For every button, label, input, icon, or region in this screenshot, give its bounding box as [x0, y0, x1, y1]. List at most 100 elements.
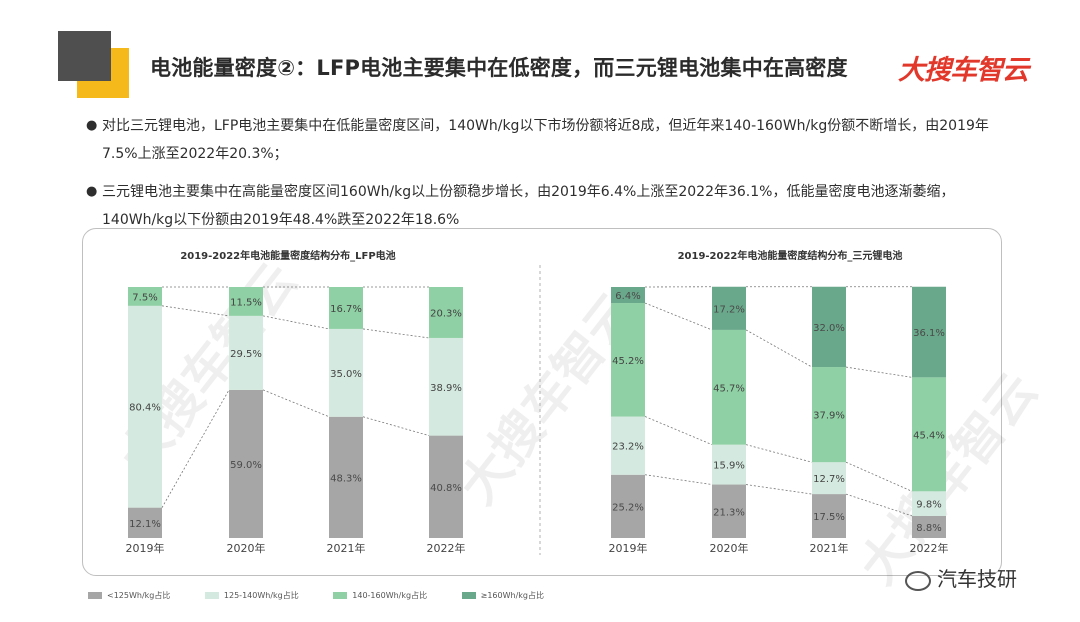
legend-swatch [333, 592, 348, 599]
bar-segment [912, 377, 946, 492]
legend-item: 125-140Wh/kg占比 [204, 590, 299, 601]
bar-segment [229, 389, 263, 538]
x-tick-label: 2020年 [710, 541, 749, 555]
bar-segment [712, 329, 746, 445]
data-label: 25.2% [612, 502, 644, 513]
bullet-dot-icon: ● [86, 184, 98, 199]
data-label: 45.4% [913, 430, 945, 441]
connector-line [644, 416, 713, 445]
data-label: 12.7% [813, 474, 845, 485]
bar-segment [229, 315, 263, 390]
data-label: 21.3% [713, 507, 745, 518]
data-label: 32.0% [813, 323, 845, 334]
wechat-label: 汽车技研 [937, 567, 1017, 591]
bar-segment [611, 474, 645, 538]
bar-segment [712, 444, 746, 485]
bar-segment [329, 416, 363, 538]
chart-panel [82, 228, 1002, 576]
legend-swatch [461, 592, 476, 599]
connector-line [362, 416, 430, 436]
data-label: 38.9% [430, 383, 462, 394]
bar-segment [611, 287, 645, 304]
data-label: 45.2% [612, 356, 644, 367]
connector-line [262, 389, 330, 418]
data-label: 9.8% [916, 500, 941, 511]
connector-line [644, 302, 713, 331]
bullet-item: ● 三元锂电池主要集中在高能量密度区间160Wh/kg以上份额稳步增长，由201… [86, 178, 1006, 234]
bar-segment [912, 491, 946, 516]
legend-label: <125Wh/kg占比 [107, 591, 171, 600]
brand-logo: 大搜车智云 [898, 55, 1029, 86]
chart-title: 2019-2022年电池能量密度结构分布_LFP电池 [180, 249, 395, 262]
data-label: 59.0% [230, 460, 262, 471]
data-label: 17.5% [813, 512, 845, 523]
data-label: 23.2% [612, 442, 644, 453]
data-label: 15.9% [713, 461, 745, 472]
bar-segment [812, 286, 846, 368]
connector-line [161, 305, 230, 317]
x-tick-label: 2022年 [427, 541, 466, 555]
chart-legend: <125Wh/kg占比 125-140Wh/kg占比 140-160Wh/kg占… [88, 590, 576, 601]
x-tick-label: 2019年 [609, 541, 648, 555]
connector-line [644, 474, 713, 485]
data-label: 8.8% [916, 523, 941, 534]
bar-segment [611, 416, 645, 475]
connector-line [745, 484, 813, 495]
x-tick-label: 2019年 [126, 541, 165, 555]
data-label: 40.8% [430, 483, 462, 494]
connector-line [161, 389, 230, 508]
bar-segment [229, 287, 263, 316]
bullet-text: 对比三元锂电池，LFP电池主要集中在低能量密度区间，140Wh/kg以下市场份额… [102, 118, 989, 162]
data-label: 11.5% [230, 297, 262, 308]
legend-swatch [204, 592, 219, 599]
x-tick-label: 2021年 [327, 541, 366, 555]
x-tick-label: 2021年 [810, 541, 849, 555]
bar-segment [712, 286, 746, 330]
connector-line [845, 461, 913, 492]
data-label: 16.7% [330, 304, 362, 315]
legend-label: 140-160Wh/kg占比 [352, 591, 428, 600]
bullet-text: 三元锂电池主要集中在高能量密度区间160Wh/kg以上份额稳步增长，由2019年… [102, 184, 955, 228]
connector-line [262, 315, 330, 330]
connector-line [745, 444, 813, 463]
bar-segment [329, 328, 363, 417]
bar-segment [611, 303, 645, 417]
bar-segment [429, 337, 463, 436]
legend-label: 125-140Wh/kg占比 [223, 591, 299, 600]
connector-line [845, 366, 913, 378]
connector-line [845, 493, 913, 517]
connector-line [745, 329, 813, 368]
bar-segment [329, 287, 363, 329]
bar-segment [712, 484, 746, 538]
wechat-icon [905, 570, 931, 591]
data-label: 7.5% [132, 292, 157, 303]
x-tick-label: 2020年 [227, 541, 266, 555]
legend-label: ≥160Wh/kg占比 [480, 591, 544, 600]
legend-item: 140-160Wh/kg占比 [333, 590, 427, 601]
legend-item: <125Wh/kg占比 [88, 590, 170, 601]
data-label: 12.1% [129, 519, 161, 530]
legend-item: ≥160Wh/kg占比 [461, 590, 544, 601]
chart-title: 2019-2022年电池能量密度结构分布_三元锂电池 [678, 249, 903, 262]
bar-segment [128, 305, 162, 508]
wechat-badge: 汽车技研 [905, 563, 1017, 592]
decor-square-gray [58, 31, 111, 81]
bullet-list: ● 对比三元锂电池，LFP电池主要集中在低能量密度区间，140Wh/kg以下市场… [86, 112, 1006, 244]
bullet-item: ● 对比三元锂电池，LFP电池主要集中在低能量密度区间，140Wh/kg以下市场… [86, 112, 1006, 168]
data-label: 29.5% [230, 349, 262, 360]
data-label: 37.9% [813, 411, 845, 422]
bar-segment [429, 287, 463, 338]
data-label: 36.1% [913, 328, 945, 339]
legend-swatch [88, 592, 102, 599]
data-label: 45.7% [713, 383, 745, 394]
bullet-dot-icon: ● [86, 118, 98, 133]
bar-segment [912, 286, 946, 378]
data-label: 35.0% [330, 369, 362, 380]
bar-segment [128, 507, 162, 538]
data-label: 20.3% [430, 308, 462, 319]
bar-segment [128, 287, 162, 306]
connector-line [362, 328, 430, 339]
data-label: 6.4% [615, 291, 640, 302]
bar-segment [812, 367, 846, 463]
